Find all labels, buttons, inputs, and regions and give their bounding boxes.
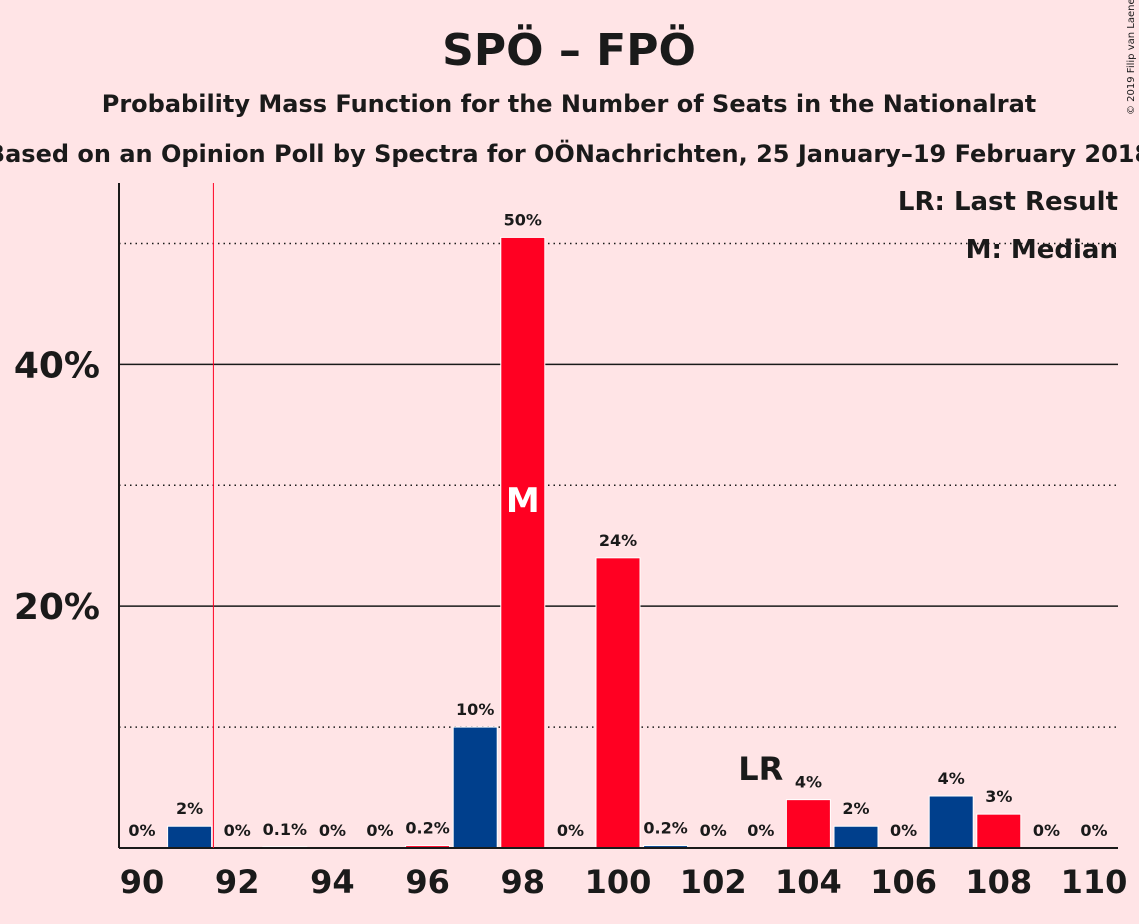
- chart-subtitle-2: Based on an Opinion Poll by Spectra for …: [0, 138, 1139, 168]
- bar-seat-105: [833, 825, 879, 849]
- x-tick-108: 108: [965, 863, 1032, 901]
- bar-label-seat-98: 50%: [504, 210, 542, 229]
- y-tick-40: 40%: [14, 345, 100, 386]
- bars: [167, 236, 1022, 849]
- bar-label-seat-101: 0.2%: [643, 819, 687, 838]
- bar-label-seat-100: 24%: [599, 531, 637, 550]
- bar-label-seat-110: 0%: [1080, 821, 1107, 840]
- y-tick-labels: 20% 40%: [14, 345, 100, 628]
- x-tick-102: 102: [680, 863, 747, 901]
- bar-seat-91: [167, 825, 213, 849]
- bar-label-seat-96: 0.2%: [405, 819, 449, 838]
- x-tick-90: 90: [120, 863, 165, 901]
- y-tick-20: 20%: [14, 587, 100, 628]
- x-tick-98: 98: [501, 863, 546, 901]
- bar-label-seat-103: 0%: [747, 821, 774, 840]
- data-labels: 0% 2% 0% 0.1% 0% 0% 0.2% 10% 50% 0% 24% 0.2% 0% 0% 4% 2…: [128, 210, 1107, 840]
- bar-label-seat-104: 4%: [795, 773, 822, 792]
- bar-label-seat-94: 0%: [319, 821, 346, 840]
- x-tick-92: 92: [215, 863, 260, 901]
- bar-label-seat-99: 0%: [557, 821, 584, 840]
- bar-seat-107: [928, 795, 974, 849]
- bar-seat-104: [785, 799, 831, 849]
- chart-title: SPÖ – FPÖ: [442, 23, 696, 76]
- bar-label-seat-106: 0%: [890, 821, 917, 840]
- last-result-marker: LR: [738, 750, 783, 788]
- bar-label-seat-109: 0%: [1033, 821, 1060, 840]
- x-tick-106: 106: [870, 863, 937, 901]
- bar-label-seat-90: 0%: [128, 821, 155, 840]
- x-tick-104: 104: [775, 863, 842, 901]
- bar-label-seat-108: 3%: [985, 787, 1012, 806]
- bar-label-seat-93: 0.1%: [263, 820, 307, 839]
- bar-seat-108: [976, 813, 1022, 849]
- bar-label-seat-102: 0%: [700, 821, 727, 840]
- copyright-note: © 2019 Filip van Laenen: [1126, 0, 1137, 115]
- legend-last-result: LR: Last Result: [898, 187, 1118, 217]
- bar-seat-97: [452, 726, 498, 849]
- x-tick-94: 94: [310, 863, 355, 901]
- bar-label-seat-92: 0%: [224, 821, 251, 840]
- legend-median: M: Median: [966, 235, 1118, 265]
- bar-label-seat-95: 0%: [366, 821, 393, 840]
- x-tick-110: 110: [1061, 863, 1128, 901]
- bar-label-seat-97: 10%: [456, 700, 494, 719]
- median-marker: M: [506, 481, 540, 521]
- bar-seat-100: [595, 557, 641, 849]
- bar-label-seat-105: 2%: [842, 799, 869, 818]
- x-tick-96: 96: [405, 863, 450, 901]
- chart-subtitle: Probability Mass Function for the Number…: [102, 90, 1037, 118]
- bar-seat-98: [500, 236, 546, 849]
- x-tick-100: 100: [585, 863, 652, 901]
- bar-label-seat-107: 4%: [938, 769, 965, 788]
- bar-label-seat-91: 2%: [176, 799, 203, 818]
- x-tick-labels: 90 92 94 96 98 100 102 104 106 108 110: [120, 863, 1128, 901]
